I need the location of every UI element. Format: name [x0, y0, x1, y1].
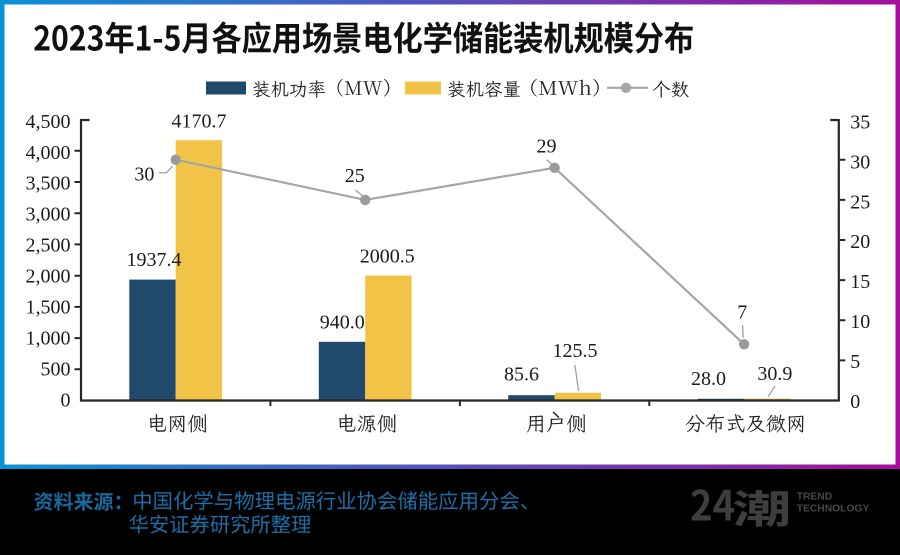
svg-text:30: 30 [850, 151, 870, 173]
svg-text:TREND: TREND [797, 492, 832, 503]
svg-text:30.9: 30.9 [757, 363, 792, 385]
svg-text:2,500: 2,500 [26, 235, 71, 257]
svg-text:20: 20 [850, 231, 870, 253]
svg-text:0: 0 [850, 391, 860, 413]
svg-text:4170.7: 4170.7 [172, 111, 227, 133]
svg-text:3,500: 3,500 [26, 173, 71, 195]
svg-text:TECHNOLOGY: TECHNOLOGY [797, 503, 870, 514]
svg-text:10: 10 [850, 311, 870, 333]
svg-text:1,000: 1,000 [26, 328, 71, 350]
svg-text:1,500: 1,500 [26, 297, 71, 319]
svg-text:25: 25 [850, 191, 870, 213]
svg-text:29: 29 [537, 136, 557, 158]
svg-text:5: 5 [850, 351, 860, 373]
svg-text:28.0: 28.0 [691, 368, 726, 390]
svg-text:3,000: 3,000 [26, 204, 71, 226]
svg-text:85.6: 85.6 [504, 364, 539, 386]
svg-text:35: 35 [850, 111, 870, 133]
svg-text:4,500: 4,500 [26, 111, 71, 133]
svg-text:2000.5: 2000.5 [360, 245, 415, 267]
svg-text:7: 7 [737, 302, 747, 324]
svg-text:1937.4: 1937.4 [127, 249, 182, 271]
svg-text:25: 25 [345, 165, 365, 187]
svg-text:500: 500 [41, 359, 71, 381]
svg-text:30: 30 [134, 163, 154, 185]
svg-text:0: 0 [61, 390, 71, 412]
svg-text:2,000: 2,000 [26, 266, 71, 288]
svg-text:940.0: 940.0 [320, 312, 365, 334]
svg-text:4,000: 4,000 [26, 142, 71, 164]
svg-text:15: 15 [850, 271, 870, 293]
svg-text:125.5: 125.5 [553, 340, 598, 362]
